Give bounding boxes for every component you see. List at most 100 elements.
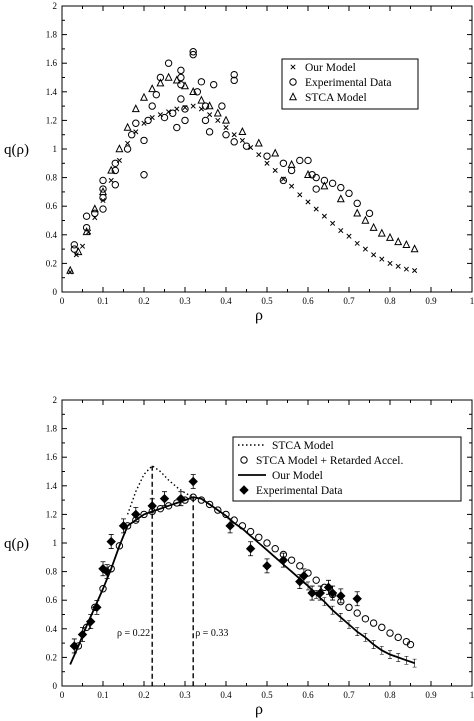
data-point [99, 585, 107, 593]
plot-frame [61, 5, 473, 293]
data-point [132, 119, 140, 127]
error-bar [363, 633, 368, 642]
data-point [91, 209, 99, 218]
data-point [296, 156, 304, 165]
x-tick-label: 0.4 [220, 690, 232, 700]
data-point [230, 70, 238, 79]
data-point [353, 199, 361, 208]
data-point [230, 76, 238, 85]
x-tick-label: 0.1 [97, 690, 108, 700]
data-point [312, 576, 320, 584]
x-tick-label: 0.3 [179, 296, 191, 306]
data-point [395, 263, 401, 269]
chart-2: 0 0.1 0.2 0.3 0.4 0.5 0.6 0.7 0.8 0.9 1 0 0.2 0.4 0.6 0… [4, 395, 474, 718]
error-bar [412, 658, 417, 668]
data-point [140, 136, 148, 145]
data-point [74, 247, 83, 256]
data-point [222, 131, 230, 139]
x-tick-label: 0 [60, 296, 65, 306]
data-point [197, 78, 206, 86]
data-point [205, 500, 214, 509]
data-point [312, 185, 320, 193]
data-point [369, 619, 378, 627]
data-point [394, 237, 403, 246]
y-tick-label: 0.4 [46, 624, 58, 634]
error-bar [248, 541, 254, 557]
error-bar [354, 591, 360, 607]
x-tick-label: 0.9 [425, 690, 437, 700]
legend-entry: Our Model [305, 62, 356, 74]
data-point [330, 220, 336, 226]
legend-box [281, 58, 419, 110]
data-point [215, 117, 221, 123]
y-tick-label: 0.2 [46, 652, 57, 662]
data-point [313, 206, 319, 212]
x-tick-label: 0.5 [261, 296, 273, 306]
data-point [361, 215, 370, 224]
error-bar [190, 474, 196, 489]
y-tick-label: 0.4 [46, 230, 58, 240]
data-point [386, 629, 394, 637]
x-tick-label: 0 [60, 690, 65, 700]
data-point [369, 222, 378, 231]
x-tick-label: 0.1 [97, 296, 108, 306]
data-point [230, 138, 238, 146]
y-tick-label: 2 [53, 395, 58, 405]
data-point [70, 241, 79, 249]
data-point [287, 159, 296, 168]
data-point [223, 124, 229, 131]
data-point [402, 239, 411, 249]
legend-entry: Our Model [272, 470, 323, 482]
data-point [169, 109, 177, 117]
data-point [115, 542, 124, 550]
data-point [156, 78, 165, 87]
legend: STCA Model STCA Model + Retarded Accel. Ou… [232, 436, 462, 502]
y-tick-label: 2 [53, 1, 58, 11]
data-point [297, 192, 303, 198]
error-bar [297, 574, 303, 590]
data-point [181, 105, 189, 113]
data-point [180, 81, 190, 90]
data-point [256, 152, 262, 158]
data-point [362, 246, 368, 252]
data-point [345, 189, 353, 198]
data-point [337, 183, 345, 192]
x-tick-label: 0.6 [302, 690, 314, 700]
data-point [242, 142, 251, 150]
data-point [174, 106, 180, 112]
error-bar [94, 599, 100, 615]
x-axis-label: ρ [255, 307, 263, 324]
y-tick-label: 1 [53, 538, 58, 548]
data-point [238, 127, 247, 136]
data-point [378, 623, 386, 632]
data-point [213, 108, 222, 117]
legend-swatch-marker [290, 64, 296, 70]
x-tick-label: 0.2 [138, 690, 149, 700]
error-bar [71, 638, 77, 654]
series-line [126, 464, 194, 515]
x-tick-label: 0.8 [384, 690, 396, 700]
data-point [379, 256, 385, 262]
x-tick-label: 0.8 [384, 296, 396, 306]
x-tick-label: 0.4 [220, 296, 232, 306]
data-point [90, 204, 99, 213]
data-point [156, 504, 165, 513]
error-bar [317, 585, 323, 601]
data-point [115, 144, 124, 153]
data-point [164, 72, 173, 81]
data-point [248, 145, 254, 151]
data-point [345, 603, 353, 612]
data-point [354, 240, 360, 246]
error-bar [347, 620, 351, 629]
error-bar [314, 590, 319, 599]
data-point [338, 227, 344, 234]
error-bar [322, 597, 327, 606]
y-tick-label: 0 [53, 681, 58, 691]
error-bar [371, 640, 376, 649]
data-point [125, 140, 131, 146]
legend-swatch-marker [240, 456, 248, 464]
y-tick-label: 1.6 [46, 58, 58, 68]
data-point [321, 213, 327, 219]
data-point [123, 145, 132, 153]
